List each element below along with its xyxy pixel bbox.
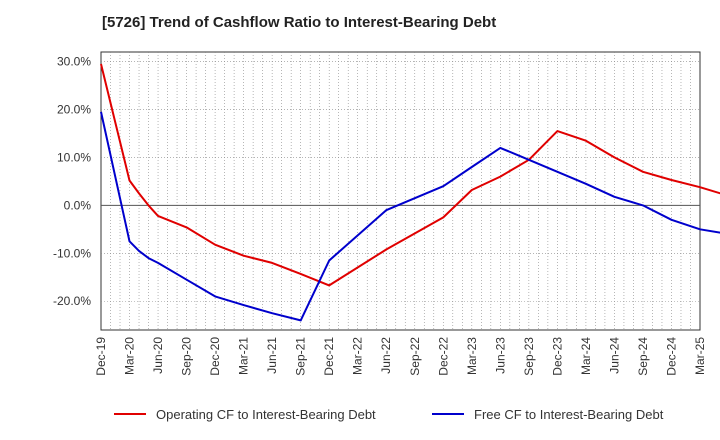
chart-title: [5726] Trend of Cashflow Ratio to Intere…	[102, 14, 497, 31]
x-tick-label: Jun-21	[265, 337, 279, 374]
y-tick-label: 10.0%	[57, 150, 91, 164]
y-tick-label: -20.0%	[53, 294, 91, 308]
x-tick-label: Sep-21	[294, 337, 308, 376]
x-tick-label: Sep-22	[408, 337, 422, 376]
y-tick-label: 30.0%	[57, 55, 91, 69]
legend-label-2: Free CF to Interest-Bearing Debt	[474, 407, 664, 422]
x-tick-label: Dec-21	[322, 337, 336, 376]
x-tick-label: Mar-23	[465, 337, 479, 375]
y-tick-label: 20.0%	[57, 103, 91, 117]
x-tick-label: Dec-20	[208, 337, 222, 376]
y-tick-label: 0.0%	[64, 198, 92, 212]
x-tick-label: Mar-24	[579, 337, 593, 375]
x-tick-label: Mar-22	[351, 337, 365, 375]
x-tick-label: Jun-24	[607, 337, 621, 374]
x-tick-label: Jun-23	[493, 337, 507, 374]
series-line-1	[100, 63, 720, 287]
x-tick-label: Dec-19	[94, 337, 108, 376]
x-tick-label: Sep-23	[522, 337, 536, 376]
x-tick-label: Dec-24	[664, 337, 678, 376]
x-tick-label: Mar-20	[123, 337, 137, 375]
plot-area	[100, 51, 701, 331]
x-tick-label: Sep-20	[180, 337, 194, 376]
x-tick-label: Jun-20	[151, 337, 165, 374]
legend-label-1: Operating CF to Interest-Bearing Debt	[156, 407, 376, 422]
x-tick-label: Mar-21	[237, 337, 251, 375]
x-tick-label: Dec-23	[550, 337, 564, 376]
x-tick-label: Dec-22	[436, 337, 450, 376]
y-tick-label: -10.0%	[53, 246, 91, 260]
series-line-2	[100, 111, 720, 322]
x-tick-label: Jun-22	[379, 337, 393, 374]
x-tick-label: Mar-25	[693, 337, 707, 375]
x-tick-label: Sep-24	[636, 337, 650, 376]
